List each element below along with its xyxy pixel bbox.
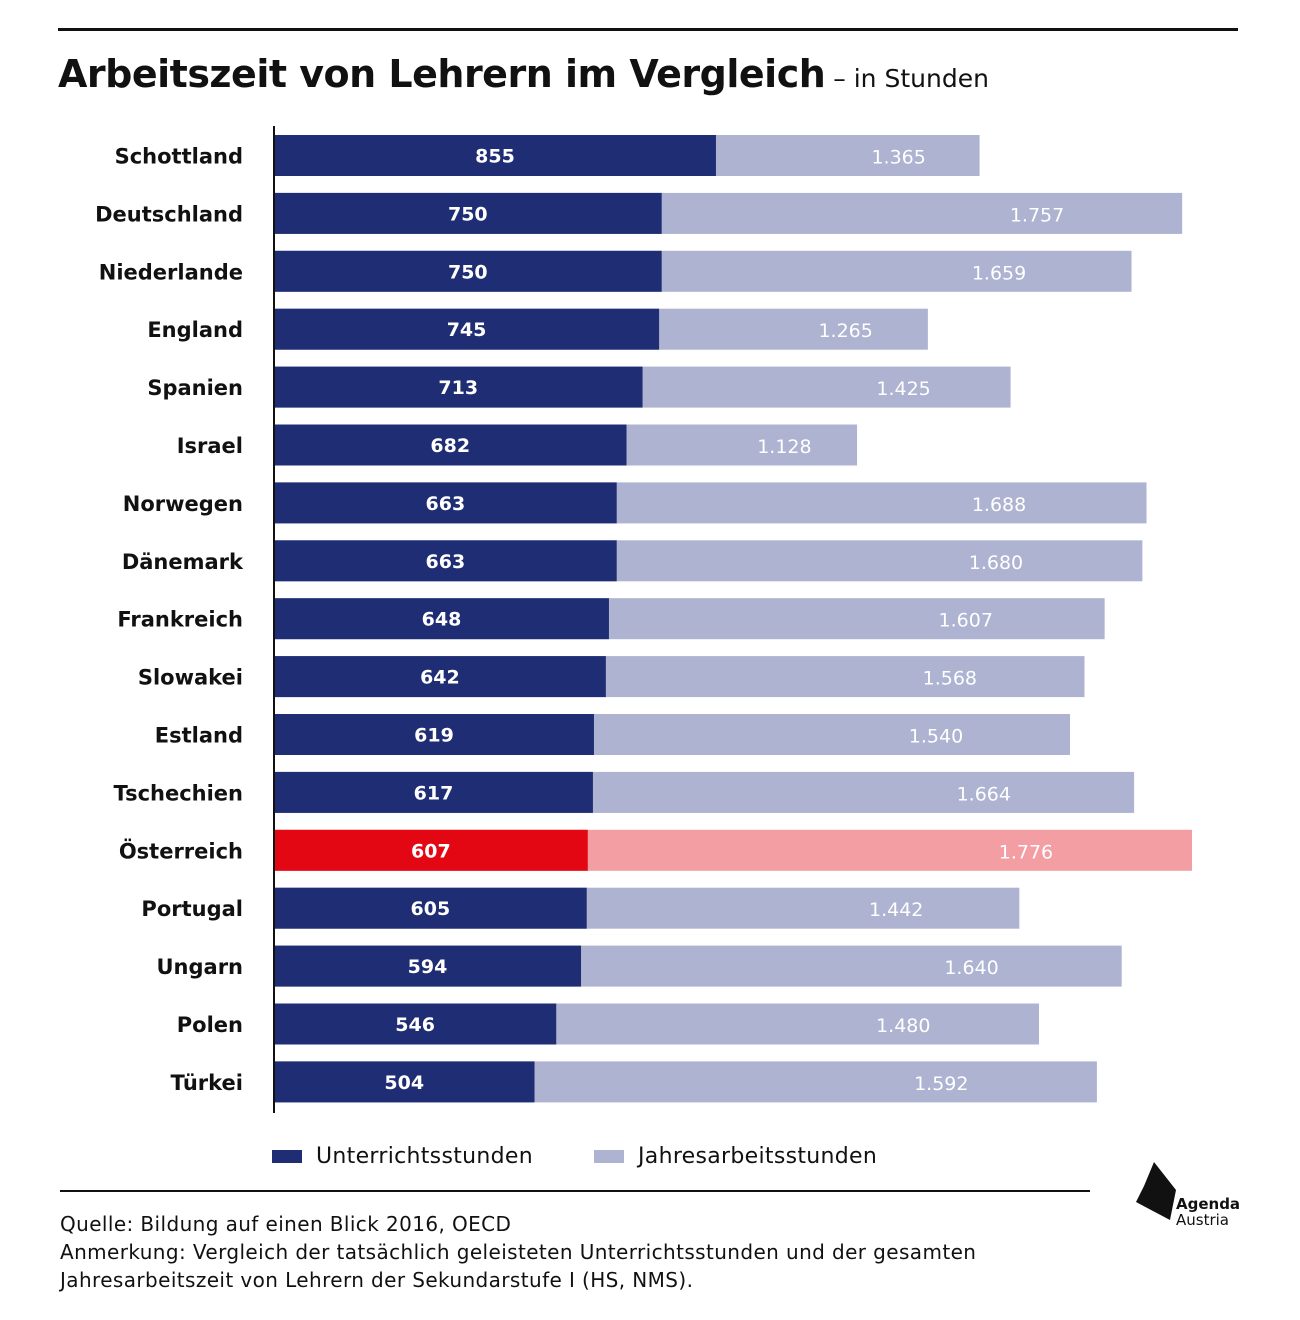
category-label: Niederlande — [99, 260, 243, 284]
category-label: Dänemark — [122, 550, 244, 574]
bar-teaching — [274, 887, 587, 929]
data-label-annual: 1.365 — [871, 147, 925, 169]
category-label: Ungarn — [156, 955, 243, 979]
legend-item-annual: Jahresarbeitsstunden — [594, 1144, 877, 1169]
bar-chart: Schottland 855 1.365 Deutschland 750 1.757 Nie… — [95, 126, 1192, 1113]
data-label-annual: 1.425 — [876, 378, 930, 400]
bottom-rule — [60, 1190, 1090, 1192]
data-label-annual: 1.680 — [969, 552, 1023, 574]
category-label: Tschechien — [114, 781, 243, 805]
data-label-annual: 1.688 — [972, 494, 1026, 516]
legend-label-annual: Jahresarbeitsstunden — [638, 1144, 878, 1169]
chart-legend: Unterrichtsstunden Jahresarbeitsstunden — [0, 1144, 1300, 1174]
data-label-teaching: 713 — [438, 377, 478, 399]
data-label-teaching: 642 — [420, 667, 460, 689]
bar-teaching — [274, 250, 662, 292]
data-label-teaching: 750 — [448, 203, 488, 225]
data-label-annual: 1.568 — [923, 668, 977, 690]
data-label-annual: 1.480 — [876, 1015, 930, 1037]
category-label: Polen — [177, 1013, 243, 1037]
bar-teaching — [274, 135, 716, 176]
data-label-annual: 1.640 — [944, 957, 998, 979]
remark-line-2: Jahresarbeitszeit von Lehrern der Sekund… — [60, 1268, 694, 1292]
bar-teaching — [274, 308, 660, 350]
bar-teaching — [274, 656, 606, 698]
legend-label-teaching: Unterrichtsstunden — [316, 1144, 533, 1169]
category-label: Norwegen — [123, 492, 243, 516]
chart-title: Arbeitszeit von Lehrern im Vergleich – in… — [58, 52, 989, 96]
data-label-teaching: 594 — [408, 956, 448, 978]
category-label: Portugal — [141, 897, 243, 921]
bar-teaching — [274, 366, 643, 408]
legend-swatch-teaching — [272, 1150, 302, 1163]
bar-teaching — [274, 1003, 557, 1045]
data-label-teaching: 546 — [395, 1014, 435, 1036]
title-main: Arbeitszeit von Lehrern im Vergleich — [58, 52, 826, 96]
data-label-teaching: 663 — [426, 493, 466, 515]
bar-teaching — [274, 540, 617, 582]
category-label: Israel — [177, 434, 243, 458]
data-label-teaching: 855 — [475, 146, 515, 168]
bar-teaching — [274, 598, 609, 640]
category-label: Deutschland — [95, 202, 243, 226]
category-label: England — [147, 318, 243, 342]
legend-item-teaching: Unterrichtsstunden — [272, 1144, 533, 1169]
data-label-teaching: 605 — [411, 898, 451, 920]
source-note: Quelle: Bildung auf einen Blick 2016, OE… — [60, 1212, 512, 1236]
bar-teaching — [274, 714, 594, 755]
logo-mark-icon — [1136, 1162, 1176, 1220]
category-label: Spanien — [147, 376, 243, 400]
bar-teaching — [274, 482, 617, 524]
agenda-austria-logo: Agenda Austria — [1134, 1160, 1244, 1235]
data-label-teaching: 607 — [411, 840, 451, 862]
remark-line-1: Anmerkung: Vergleich der tatsächlich gel… — [60, 1240, 977, 1264]
data-label-annual: 1.607 — [939, 610, 993, 632]
data-label-teaching: 617 — [414, 782, 454, 804]
bar-teaching — [274, 945, 582, 987]
category-label: Slowakei — [138, 666, 243, 690]
bar-teaching — [274, 192, 662, 234]
data-label-teaching: 619 — [414, 725, 454, 747]
data-label-teaching: 750 — [448, 261, 488, 283]
category-label: Türkei — [171, 1071, 243, 1095]
data-label-annual: 1.664 — [957, 783, 1011, 805]
data-label-annual: 1.442 — [869, 899, 923, 921]
data-label-annual: 1.776 — [999, 841, 1053, 863]
logo-line-2: Austria — [1176, 1211, 1229, 1229]
data-label-teaching: 648 — [422, 609, 462, 631]
category-label: Frankreich — [117, 608, 243, 632]
data-label-annual: 1.128 — [757, 436, 811, 458]
data-label-teaching: 682 — [430, 435, 470, 457]
logo-text: Agenda Austria — [1176, 1196, 1240, 1228]
data-label-teaching: 663 — [426, 551, 466, 573]
data-label-teaching: 745 — [447, 319, 487, 341]
data-label-annual: 1.592 — [914, 1073, 968, 1095]
category-label: Estland — [155, 724, 243, 748]
bar-teaching — [274, 771, 593, 813]
category-label: Schottland — [115, 145, 243, 169]
logo-line-1: Agenda — [1176, 1195, 1241, 1213]
top-rule — [58, 28, 1238, 31]
bar-teaching — [274, 1061, 535, 1103]
bar-teaching — [274, 829, 588, 871]
bar-teaching — [274, 424, 627, 466]
data-label-teaching: 504 — [384, 1072, 424, 1094]
legend-swatch-annual — [594, 1150, 624, 1163]
title-subtitle: – in Stunden — [833, 64, 989, 93]
data-label-annual: 1.659 — [972, 262, 1026, 284]
category-label: Österreich — [119, 838, 243, 863]
data-label-annual: 1.757 — [1010, 204, 1064, 226]
footnotes: Quelle: Bildung auf einen Blick 2016, OE… — [60, 1210, 976, 1294]
data-label-annual: 1.540 — [909, 726, 963, 748]
data-label-annual: 1.265 — [818, 320, 872, 342]
